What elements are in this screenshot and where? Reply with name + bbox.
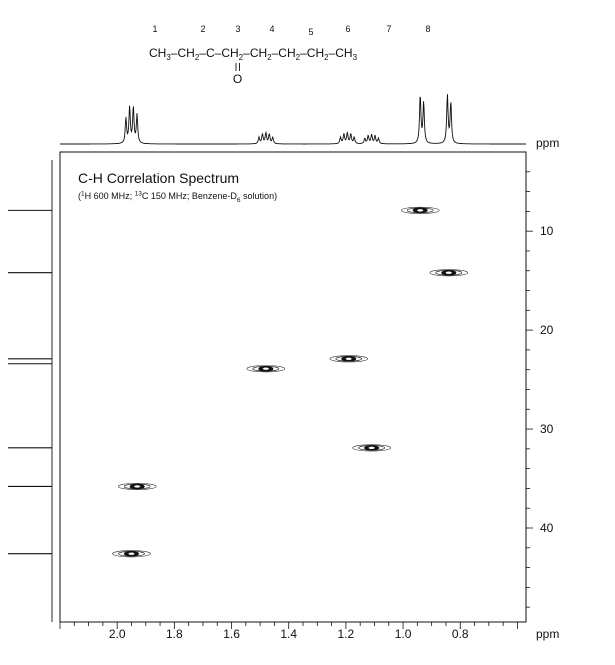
chain-subscript-4: 2 [239,53,244,62]
cross-peak-3 [329,355,369,363]
chain-bond-1: – [171,46,178,60]
cross-peaks [112,206,469,558]
x-axis-label: ppm [536,627,559,641]
y-tick-label: 20 [540,323,554,337]
carbon-numbering: 1 2 3 4 5 6 7 8 [152,24,430,37]
carbon-number-4: 4 [269,24,274,34]
chain-atom-8: CH [335,46,352,60]
chain-bond-3: – [215,46,222,60]
chain-subscript-8: 3 [353,53,358,62]
x-tick-label: 1.8 [166,627,183,641]
x-axis: 2.0 1.8 1.6 1.4 1.2 1.0 0.8 [59,622,518,641]
top-trace-unit: ppm [536,136,559,150]
chain-bond-6: – [300,46,307,60]
chain-atom-2: CH [177,46,194,60]
cross-peak-4 [246,365,286,373]
chain-atom-7: CH [307,46,324,60]
carbon-chain-formula: CH3–CH2–C–CH2–CH2–CH2–CH2–CH3 [149,46,358,62]
y-tick-label: 10 [540,224,554,238]
cross-peak-5 [352,444,391,452]
carbon-number-8: 8 [425,24,430,34]
carbon-number-3: 3 [235,24,240,34]
chain-bond-2: – [199,46,206,60]
x-tick-label: 2.0 [109,627,126,641]
carbon-number-1: 1 [152,24,157,34]
carbonyl-oxygen: O [233,72,242,86]
cross-peak-1 [400,206,440,214]
carbon-number-5: 5 [308,27,313,37]
carbon-number-7: 7 [386,24,391,34]
x-tick-label: 1.0 [395,627,412,641]
proton-trace-line [60,94,526,145]
y-axis: 10 20 30 40 [526,171,554,608]
cross-peak-2 [429,269,469,277]
plot-frame [59,151,527,623]
chain-bond-5: – [272,46,279,60]
y-tick-label: 30 [540,422,554,436]
chain-subscript-5: 2 [267,53,272,62]
chain-bond-4: – [243,46,250,60]
chain-subscript-1: 3 [166,53,171,62]
carbon-number-6: 6 [345,24,350,34]
chain-atom-1: CH [149,46,166,60]
chart-title: C-H Correlation Spectrum [78,170,239,186]
chain-bond-7: – [329,46,336,60]
x-tick-label: 1.4 [280,627,297,641]
y-tick-label: 40 [540,521,554,535]
chain-subscript-6: 2 [296,53,301,62]
chart-subtitle: (1H 600 MHz; 13C 150 MHz; Benzene-D6 sol… [78,191,277,205]
chain-subscript-2: 2 [195,53,200,62]
carbon-spectrum-trace [8,160,53,622]
proton-spectrum-trace: ppm [60,94,559,150]
x-tick-label: 0.8 [452,627,469,641]
chain-atom-5: CH [250,46,267,60]
cross-peak-6 [117,482,157,490]
x-tick-label: 1.2 [338,627,355,641]
chain-atom-3: C [206,46,215,60]
cross-peak-7 [112,550,151,558]
x-tick-label: 1.6 [223,627,240,641]
chain-atom-4: CH [221,46,238,60]
chain-subscript-7: 2 [324,53,329,62]
carbon-number-2: 2 [200,24,205,34]
chain-atom-6: CH [278,46,295,60]
